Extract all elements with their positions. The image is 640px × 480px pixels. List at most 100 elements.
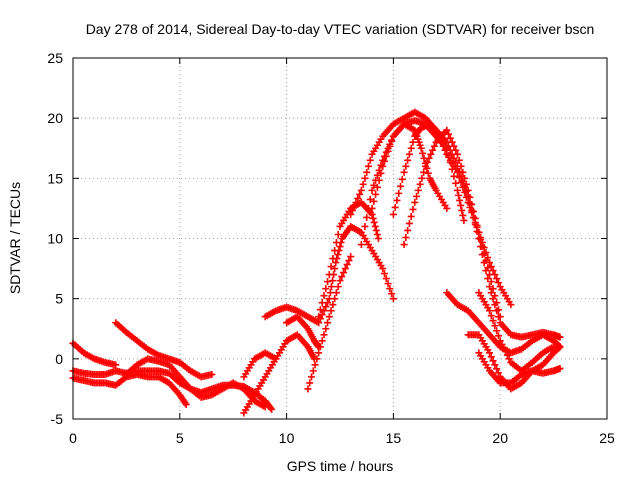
data-point xyxy=(316,306,324,314)
data-point xyxy=(450,154,458,162)
data-point xyxy=(505,355,513,363)
data-point xyxy=(409,138,417,146)
data-point xyxy=(327,263,335,271)
data-point xyxy=(462,180,470,188)
data-point xyxy=(455,191,463,199)
data-point xyxy=(550,343,558,351)
data-point xyxy=(486,283,494,291)
data-point xyxy=(445,130,453,138)
x-tick-label: 25 xyxy=(599,430,615,446)
data-point xyxy=(416,180,424,188)
data-point xyxy=(112,361,120,369)
data-point xyxy=(502,348,510,356)
data-point xyxy=(381,157,388,165)
data-point xyxy=(359,180,367,188)
data-point xyxy=(457,162,465,170)
data-point xyxy=(556,364,564,372)
data-point xyxy=(315,319,323,327)
data-point xyxy=(361,174,369,182)
data-point xyxy=(334,230,342,238)
data-point xyxy=(448,165,456,173)
x-tick-label: 20 xyxy=(492,430,508,446)
data-point xyxy=(313,355,321,363)
data-point xyxy=(329,301,337,309)
data-point xyxy=(480,250,488,258)
data-point xyxy=(357,186,365,194)
data-point xyxy=(419,149,427,157)
data-point xyxy=(487,289,495,297)
data-point xyxy=(306,379,314,387)
data-point xyxy=(379,265,387,273)
data-point xyxy=(400,168,408,176)
data-point xyxy=(494,332,502,340)
data-point xyxy=(388,290,396,298)
data-point xyxy=(324,319,332,327)
data-point xyxy=(411,198,419,206)
data-point xyxy=(354,194,362,202)
data-point xyxy=(381,270,388,278)
data-point xyxy=(320,292,328,300)
data-point xyxy=(473,221,481,229)
data-point xyxy=(372,226,380,234)
data-point xyxy=(409,205,417,213)
x-tick-label: 0 xyxy=(69,430,77,446)
data-point xyxy=(446,134,454,142)
data-point xyxy=(414,186,422,194)
data-point xyxy=(382,275,390,283)
x-tick-label: 10 xyxy=(279,430,295,446)
data-point xyxy=(484,264,492,272)
data-point xyxy=(370,218,378,226)
data-point xyxy=(384,280,392,288)
data-point xyxy=(491,322,499,330)
data-point xyxy=(389,210,397,218)
data-point xyxy=(359,231,367,239)
data-point xyxy=(261,403,269,411)
data-point xyxy=(503,351,511,359)
data-point xyxy=(332,239,340,247)
data-point xyxy=(456,196,464,204)
data-point xyxy=(487,353,495,361)
data-point xyxy=(311,361,319,369)
data-point xyxy=(404,226,412,234)
data-point xyxy=(452,179,460,187)
data-point xyxy=(455,156,463,164)
data-point xyxy=(343,261,351,269)
data-point xyxy=(466,193,474,201)
data-point xyxy=(326,289,334,297)
y-axis-label: SDTVAR / TECUs xyxy=(7,182,23,294)
data-point xyxy=(315,313,323,321)
data-point xyxy=(347,210,355,218)
data-point xyxy=(372,190,380,198)
data-point xyxy=(493,327,501,335)
data-point xyxy=(402,162,410,170)
data-point xyxy=(487,278,495,286)
series-track-15 xyxy=(389,120,564,341)
data-point xyxy=(340,269,348,277)
data-point xyxy=(423,158,431,166)
data-point xyxy=(459,168,467,176)
data-point xyxy=(496,313,504,321)
data-point xyxy=(443,126,451,134)
data-point xyxy=(320,331,328,339)
axis-ticks: 0 5 10 15 20 25 -5 0 5 10 15 20 25 xyxy=(47,50,615,446)
data-point xyxy=(363,213,371,221)
data-point xyxy=(347,253,355,261)
data-point xyxy=(332,289,340,297)
data-point xyxy=(345,257,353,265)
y-tick-label: -5 xyxy=(51,411,64,427)
data-point xyxy=(324,278,332,286)
data-point xyxy=(555,344,563,352)
data-point xyxy=(458,206,466,214)
data-point xyxy=(350,202,358,210)
data-point xyxy=(457,172,465,180)
x-tick-label: 15 xyxy=(386,430,402,446)
data-point xyxy=(407,144,415,152)
data-point xyxy=(493,299,501,307)
data-point xyxy=(486,307,494,315)
data-point xyxy=(429,146,437,154)
data-point xyxy=(384,147,392,155)
data-point xyxy=(507,301,515,309)
data-point xyxy=(405,150,413,158)
y-tick-label: 15 xyxy=(47,170,63,186)
data-point xyxy=(404,156,412,164)
